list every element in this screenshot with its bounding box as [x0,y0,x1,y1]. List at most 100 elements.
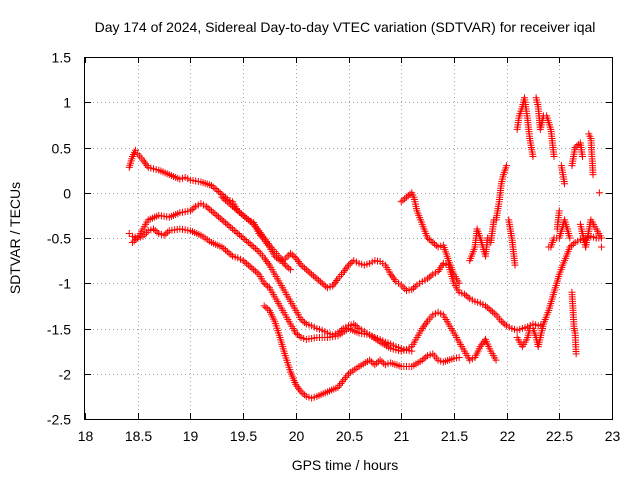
data-point [378,358,386,366]
data-point [341,267,349,275]
data-point [141,230,149,238]
data-point [251,245,259,253]
data-point [566,243,574,251]
data-point [479,339,487,347]
data-point [225,249,233,257]
data-point [206,205,214,213]
data-point [259,232,267,240]
data-point [140,158,148,166]
data-point [464,293,472,301]
data-point [597,234,605,242]
x-tick-label: 20 [289,428,305,444]
data-point [243,214,251,222]
data-point [322,282,330,290]
data-point [294,331,302,339]
data-point [306,269,314,277]
data-point [387,270,395,278]
data-point [331,278,339,286]
x-axis-label: GPS time / hours [292,457,399,473]
data-points [125,94,605,402]
data-point [425,236,433,244]
data-point [220,245,228,253]
data-point [337,326,345,334]
data-point [256,229,264,237]
y-tick-label: -2 [59,367,72,383]
data-point [503,162,511,170]
data-point [424,234,432,242]
data-point [287,249,295,257]
y-tick-label: -2.5 [47,412,71,428]
data-point [260,254,268,262]
data-point [388,272,396,280]
data-point [248,264,256,272]
data-point [142,160,150,168]
data-point [279,258,287,266]
y-axis-label: SDTVAR / TECUs [7,182,23,294]
data-point [281,261,289,269]
data-point [420,355,428,363]
data-point [244,239,252,247]
data-point [292,381,300,389]
data-point [207,207,215,215]
data-point [313,275,321,283]
data-point [216,214,224,222]
data-point [431,240,439,248]
series-track-2 [125,225,500,364]
data-point [595,189,603,197]
data-point [250,243,258,251]
data-point [223,220,231,228]
data-point [229,225,237,233]
data-point [222,246,230,254]
data-point [301,264,309,272]
data-point [589,171,597,179]
data-point [211,185,219,193]
data-point [248,219,256,227]
data-point [485,305,493,313]
data-point [236,208,244,216]
y-tick-label: -1.5 [47,322,71,338]
data-point [213,186,221,194]
data-point [276,254,284,262]
data-point [333,277,341,285]
data-point [288,251,296,259]
data-point [283,253,291,261]
data-point [373,359,381,367]
data-point [460,290,468,298]
data-point [258,230,266,238]
data-point [455,353,463,361]
x-tick-label: 21.5 [441,428,468,444]
data-point [293,256,301,264]
x-tick-label: 19.5 [230,428,257,444]
data-point [293,382,301,390]
x-tick-label: 18 [78,428,94,444]
data-point [511,261,519,269]
data-point [246,263,254,271]
data-point [260,302,268,310]
data-point [296,259,304,267]
data-point [371,361,379,369]
series-track-3 [128,200,416,355]
data-point [315,276,323,284]
data-point [311,273,319,281]
data-point [399,283,407,291]
data-point [422,353,430,361]
data-point [499,319,507,327]
data-point [346,260,354,268]
data-point [285,264,293,272]
data-point [292,254,300,262]
data-point [230,226,238,234]
data-point [202,202,210,210]
data-point [277,256,285,264]
y-tick-label: -1 [59,276,72,292]
data-point [401,285,409,293]
data-point [253,269,261,277]
data-point [213,211,221,219]
data-point [209,208,217,216]
data-point [209,183,217,191]
data-point [421,321,429,329]
data-point [261,236,269,244]
data-point [128,239,136,247]
data-point [262,303,270,311]
data-point [253,246,261,254]
data-point [402,193,410,201]
